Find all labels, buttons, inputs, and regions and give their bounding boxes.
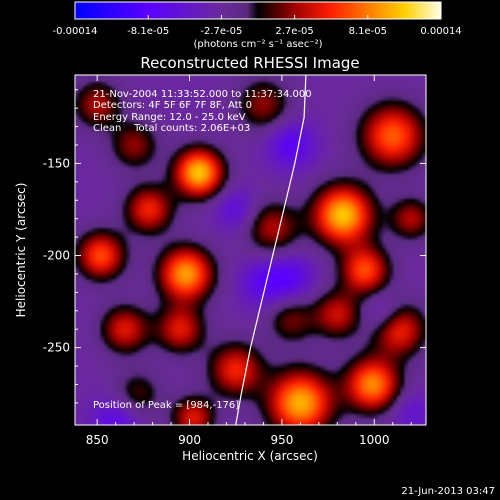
footer-timestamp: 21-Jun-2013 03:47 xyxy=(401,486,495,497)
colorbar-tick-label: -2.7e-05 xyxy=(200,26,242,37)
x-tick-label: 950 xyxy=(270,433,293,447)
x-tick-label: 900 xyxy=(178,433,201,447)
plot-frame xyxy=(74,74,427,426)
annotation-peak-position: Position of Peak = [984,-176] xyxy=(93,400,239,411)
heatmap-image xyxy=(75,75,426,425)
plot-title: Reconstructed RHESSI Image xyxy=(140,54,359,72)
plot-annotations: 21-Nov-2004 11:33:52.000 to 11:37:34.000… xyxy=(93,89,312,411)
heatmap xyxy=(75,75,426,425)
y-axis-label: Heliocentric Y (arcsec) xyxy=(14,183,28,318)
annotation-detectors: Detectors: 4F 5F 6F 7F 8F, Att 0 xyxy=(93,100,252,111)
y-tick-label: -150 xyxy=(43,156,70,170)
colorbar: -0.00014 -8.1e-05 -2.7e-05 2.7e-05 8.1e-05 0.… xyxy=(53,1,462,50)
x-axis-label: Heliocentric X (arcsec) xyxy=(182,449,318,463)
x-tick-label: 1000 xyxy=(359,433,390,447)
colorbar-tick-label: -8.1e-05 xyxy=(127,26,169,37)
colorbar-ticks: -0.00014 -8.1e-05 -2.7e-05 2.7e-05 8.1e-05 0.… xyxy=(53,15,462,37)
colorbar-unit-label: (photons cm⁻² s⁻¹ asec⁻²) xyxy=(193,39,322,50)
y-tick-label: -200 xyxy=(43,249,70,263)
x-tick-label: 850 xyxy=(86,433,109,447)
colorbar-gradient xyxy=(74,1,442,20)
annotation-clean-counts: Clean Total counts: 2.06E+03 xyxy=(93,123,250,134)
axes-ticks: 850 900 950 1000 -150 -200 -250 xyxy=(43,75,426,447)
annotation-energy-range: Energy Range: 12.0 - 25.0 keV xyxy=(93,112,246,123)
annotation-time-range: 21-Nov-2004 11:33:52.000 to 11:37:34.000 xyxy=(93,89,312,100)
colorbar-tick-label: 8.1e-05 xyxy=(349,26,387,37)
y-tick-label: -250 xyxy=(43,341,70,355)
colorbar-tick-label: -0.00014 xyxy=(53,26,98,37)
colorbar-tick-label: 2.7e-05 xyxy=(275,26,313,37)
colorbar-tick-label: 0.00014 xyxy=(420,26,461,37)
solar-limb-curve xyxy=(235,75,307,425)
